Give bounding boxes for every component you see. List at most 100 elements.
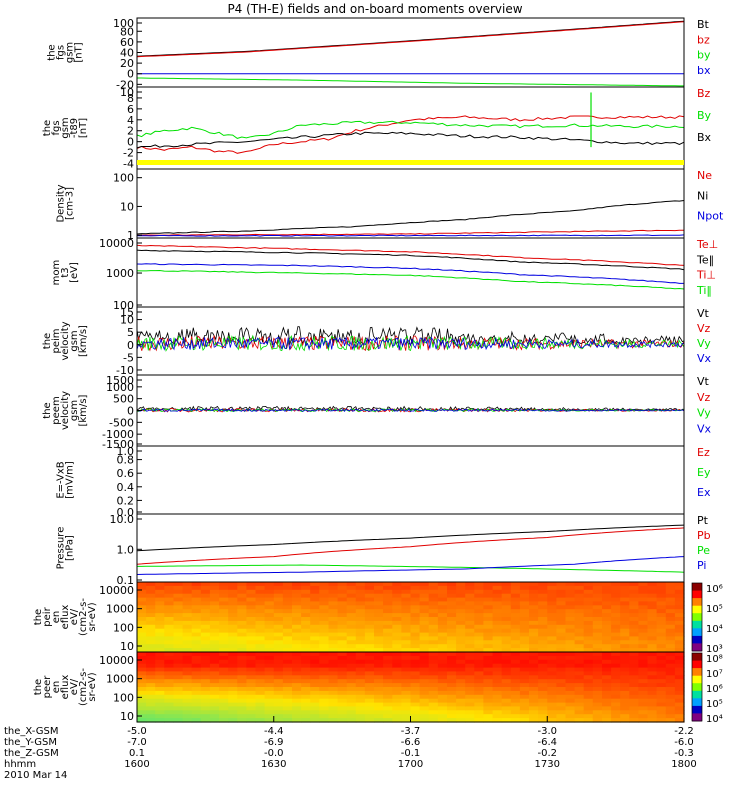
heatmap-cell [665,585,676,591]
heatmap-cell [565,613,576,618]
heatmap-cell [374,601,384,606]
heatmap-cell [574,620,585,626]
heatmap-cell [237,652,247,657]
heatmap-cell [209,718,220,723]
y-axis-label: [nT] [78,118,89,138]
heatmap-cell [474,671,484,676]
heatmap-cell [456,636,466,641]
heatmap-cell [401,652,412,657]
heatmap-cell [155,687,165,692]
heatmap-cell [282,589,293,595]
heatmap-cell [583,671,594,676]
heatmap-cell [273,710,284,715]
heatmap-cell [565,640,576,645]
heatmap-cell [510,601,521,606]
heatmap-cell [164,710,174,715]
heatmap-cell [538,659,548,665]
series-line-Ne [136,229,685,236]
heatmap-cell [264,593,275,599]
heatmap-cell [529,694,539,700]
heatmap-cell [465,648,475,653]
heatmap-cell [456,617,466,622]
heatmap-cell [310,671,320,676]
heatmap-cell [137,597,147,603]
heatmap-cell [255,605,266,610]
heatmap-cell [310,605,320,610]
heatmap-cell [237,671,247,676]
heatmap-cell [647,624,658,630]
heatmap-cell [483,683,494,688]
heatmap-cell [383,706,393,711]
heatmap-cell [492,648,503,653]
heatmap-cell [310,648,320,653]
heatmap-cell [346,585,357,591]
heatmap-cell [629,655,639,661]
heatmap-cell [182,659,193,665]
heatmap-cell [219,663,229,669]
heatmap-cell [620,655,630,661]
heatmap-cell [255,659,266,665]
heatmap-cell [611,698,621,704]
heatmap-cell [228,687,238,692]
heatmap-cell [620,613,630,618]
heatmap-cell [602,655,612,661]
heatmap-cell [529,683,539,688]
heatmap-cell [565,687,576,692]
heatmap-cell [337,640,348,645]
heatmap-cell [301,710,311,715]
heatmap-cell [583,640,594,645]
heatmap-cell [383,609,393,614]
heatmap-cell [629,663,639,669]
heatmap-cell [337,652,348,657]
heatmap-cell [164,687,174,692]
panel-frame [136,168,685,239]
heatmap-cell [456,624,466,630]
heatmap-cell [164,601,174,606]
heatmap-cell [310,706,320,711]
heatmap-cell [656,687,667,692]
heatmap-cell [547,605,557,610]
heatmap-cell [665,589,676,595]
heatmap-cell [656,632,667,638]
heatmap-cell [629,683,639,688]
heatmap-cell [428,690,439,696]
heatmap-cell [665,628,676,634]
heatmap-cell [447,601,457,606]
heatmap-cell [419,702,430,708]
heatmap-cell [501,706,512,711]
heatmap-cell [273,644,284,649]
heatmap-cell [656,671,667,676]
heatmap-cell [200,585,211,591]
heatmap-cell [146,605,156,610]
heatmap-cell [665,675,676,680]
y-tick-label: 100 [113,172,134,185]
heatmap-cell [364,589,375,595]
heatmap-cell [492,687,503,692]
heatmap-cell [301,663,311,669]
heatmap-cell [292,605,302,610]
heatmap-cell [556,671,567,676]
heatmap-cell [200,694,211,700]
heatmap-cell [428,624,439,630]
heatmap-cell [611,679,621,684]
legend-entry: Vy [697,407,711,420]
heatmap-cell [665,663,676,669]
heatmap-cell [191,710,202,715]
heatmap-cell [437,702,448,708]
heatmap-cell [492,718,503,723]
heatmap-cell [556,714,567,719]
heatmap-cell [428,628,439,634]
heatmap-cell [529,714,539,719]
heatmap-cell [155,620,165,626]
heatmap-cell [200,667,211,673]
heatmap-cell [255,690,266,696]
heatmap-cell [428,632,439,638]
heatmap-cell [392,613,402,618]
heatmap-cell [602,663,612,669]
heatmap-cell [337,710,348,715]
heatmap-cell [629,714,639,719]
heatmap-cell [301,702,311,708]
heatmap-cell [428,589,439,595]
heatmap-cell [510,683,521,688]
heatmap-cell [538,718,548,723]
